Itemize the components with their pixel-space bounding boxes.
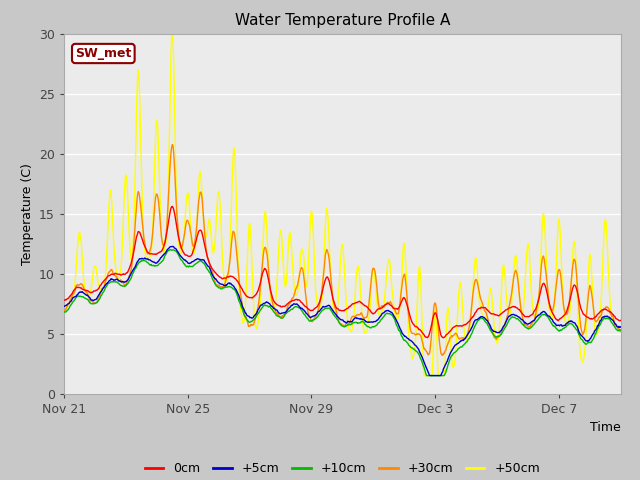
Text: SW_met: SW_met [75,47,131,60]
Y-axis label: Temperature (C): Temperature (C) [20,163,33,264]
X-axis label: Time: Time [590,421,621,434]
Title: Water Temperature Profile A: Water Temperature Profile A [235,13,450,28]
Legend: 0cm, +5cm, +10cm, +30cm, +50cm: 0cm, +5cm, +10cm, +30cm, +50cm [140,457,545,480]
